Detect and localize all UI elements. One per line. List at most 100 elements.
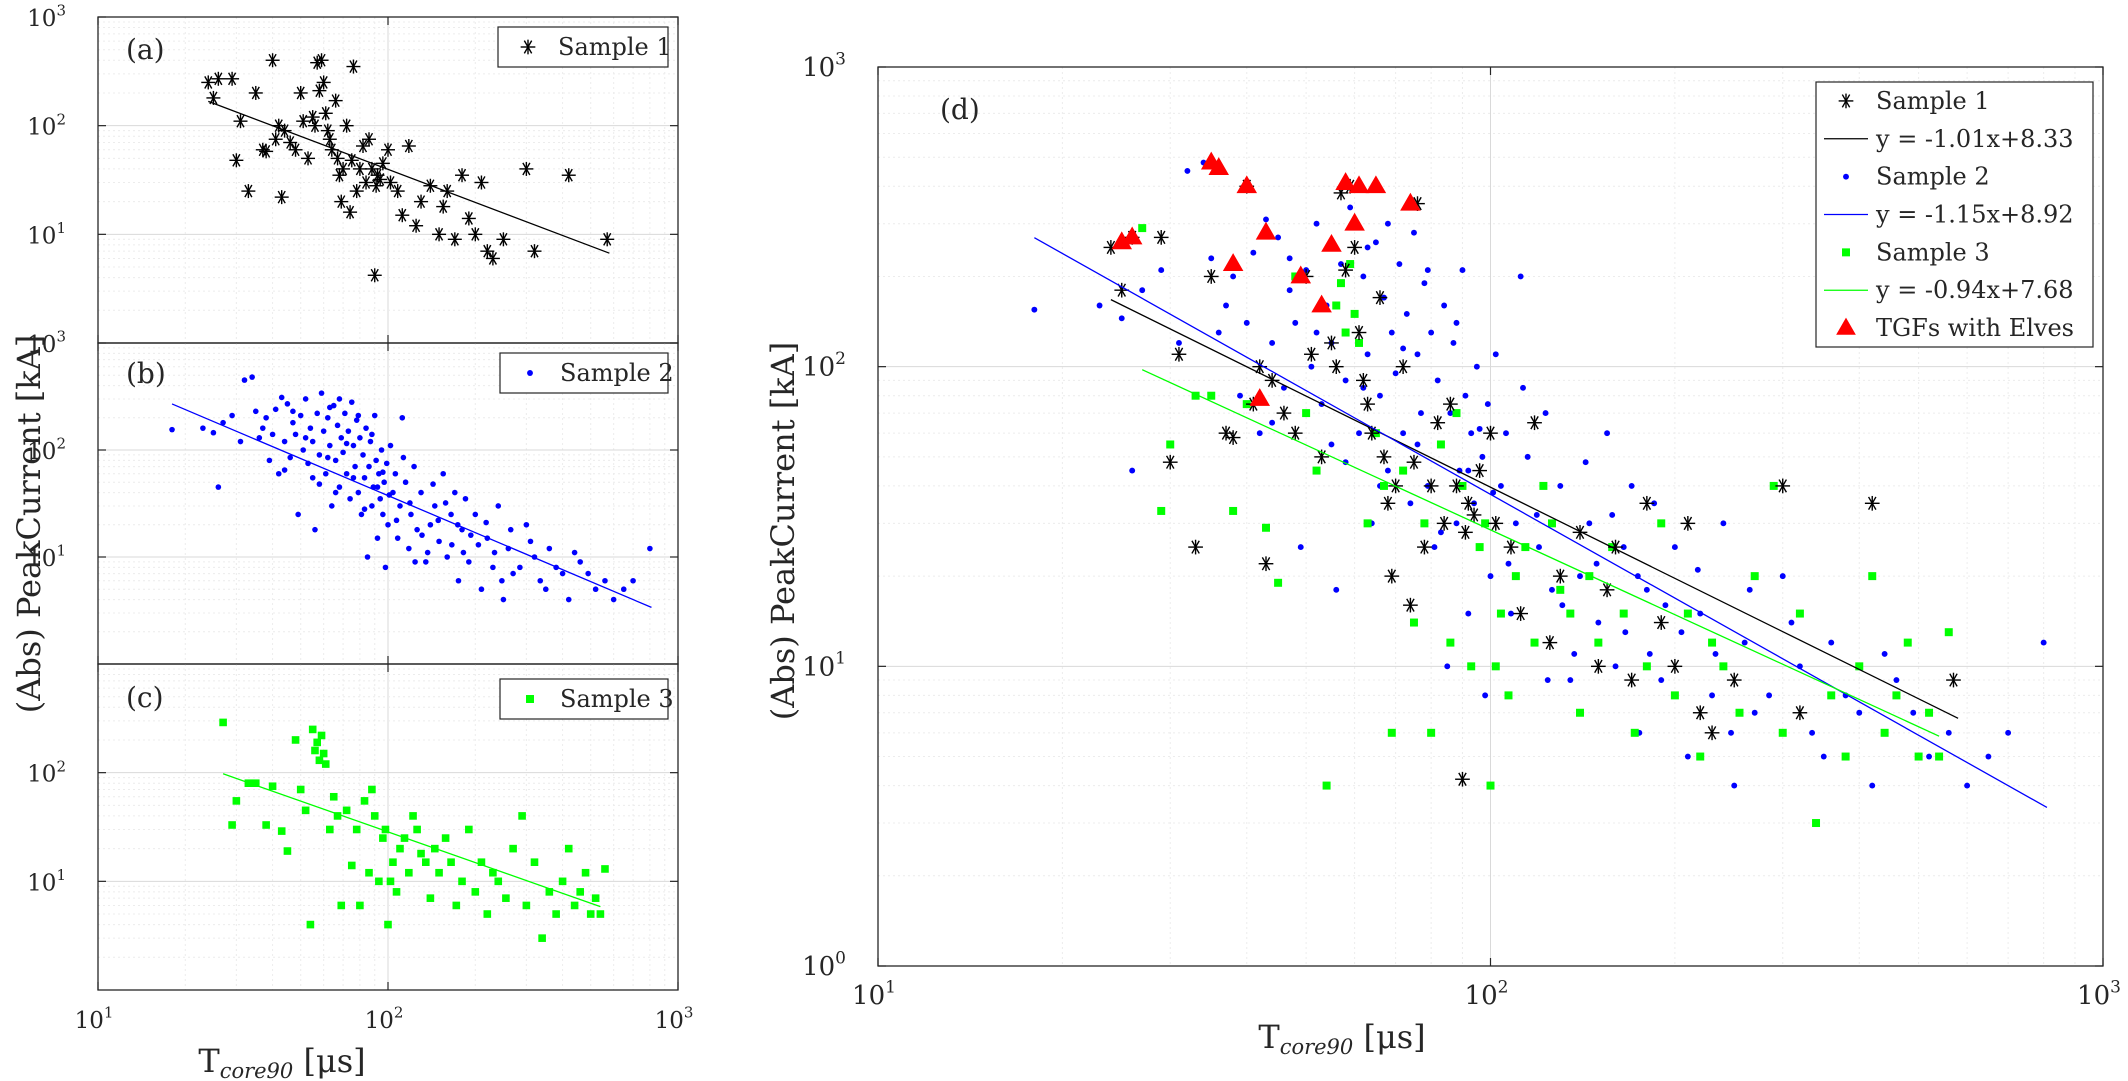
data-point bbox=[283, 135, 298, 150]
data-point bbox=[1657, 519, 1666, 528]
data-point bbox=[484, 535, 491, 541]
data-point bbox=[1735, 708, 1744, 717]
data-point bbox=[1447, 410, 1454, 417]
tick-base: 10 bbox=[27, 6, 56, 32]
tick-marks bbox=[97, 342, 679, 664]
data-point bbox=[1384, 220, 1391, 227]
data-point bbox=[1599, 582, 1615, 598]
tick-marks bbox=[877, 66, 2104, 967]
data-point bbox=[405, 868, 413, 877]
series-points bbox=[169, 374, 653, 603]
data-point bbox=[1427, 728, 1436, 737]
data-point bbox=[392, 470, 399, 477]
data-point bbox=[1335, 172, 1356, 190]
tick-exponent: 1 bbox=[104, 1004, 114, 1022]
data-point bbox=[1473, 363, 1480, 370]
data-point bbox=[397, 503, 403, 509]
data-point bbox=[266, 457, 273, 464]
data-point bbox=[292, 431, 299, 438]
data-point bbox=[1827, 691, 1836, 700]
data-point bbox=[248, 85, 263, 100]
data-point bbox=[499, 577, 505, 584]
data-point bbox=[1466, 507, 1482, 523]
data-point bbox=[389, 858, 397, 866]
panel-label: (c) bbox=[126, 681, 164, 714]
data-point bbox=[256, 435, 263, 441]
data-point bbox=[312, 526, 318, 533]
data-point bbox=[1944, 628, 1953, 637]
data-point bbox=[395, 208, 410, 223]
data-point bbox=[355, 412, 362, 419]
legend-marker bbox=[1842, 248, 1850, 257]
y-tick-label: 102 bbox=[27, 110, 66, 140]
data-point bbox=[1428, 329, 1435, 336]
data-point bbox=[1880, 728, 1889, 737]
data-point bbox=[343, 440, 350, 447]
data-point bbox=[474, 175, 489, 190]
data-point bbox=[206, 90, 221, 105]
data-point bbox=[1910, 709, 1917, 716]
data-point bbox=[369, 431, 375, 438]
data-point bbox=[229, 153, 244, 168]
data-point bbox=[610, 596, 617, 603]
data-point bbox=[1479, 453, 1486, 460]
data-point bbox=[431, 503, 438, 509]
legend-label: y = -1.01x+8.33 bbox=[1875, 125, 2074, 153]
tick-base: 10 bbox=[802, 952, 835, 982]
data-point bbox=[322, 470, 329, 477]
data-point bbox=[517, 564, 523, 571]
data-point bbox=[1855, 662, 1864, 671]
data-point bbox=[1604, 430, 1611, 437]
data-point bbox=[1512, 520, 1519, 527]
data-point bbox=[381, 142, 395, 157]
data-point bbox=[647, 545, 653, 552]
data-point bbox=[364, 161, 379, 176]
data-point bbox=[228, 821, 236, 829]
data-point bbox=[1157, 506, 1166, 515]
data-point bbox=[259, 425, 266, 431]
data-point bbox=[1530, 638, 1539, 647]
data-point bbox=[1121, 226, 1143, 245]
data-point bbox=[1350, 309, 1359, 318]
data-point bbox=[1446, 638, 1455, 647]
data-point bbox=[275, 470, 282, 477]
data-point bbox=[1903, 638, 1912, 647]
legend-marker bbox=[526, 695, 534, 703]
data-point bbox=[1594, 638, 1603, 647]
data-point bbox=[229, 412, 235, 419]
data-point bbox=[386, 877, 395, 886]
data-point bbox=[1388, 329, 1395, 336]
data-point bbox=[375, 156, 390, 171]
data-point bbox=[1434, 377, 1441, 384]
data-point bbox=[1881, 650, 1888, 657]
data-point bbox=[339, 118, 354, 133]
legend-label: Sample 3 bbox=[560, 685, 674, 713]
data-point bbox=[1230, 273, 1237, 280]
data-point bbox=[313, 738, 322, 747]
data-point bbox=[278, 394, 285, 401]
data-point bbox=[262, 821, 270, 829]
data-point bbox=[301, 151, 316, 166]
data-point bbox=[1304, 346, 1319, 362]
data-point bbox=[361, 506, 368, 512]
data-point bbox=[601, 865, 609, 873]
data-point bbox=[274, 190, 289, 205]
data-point bbox=[1269, 339, 1276, 346]
data-point bbox=[386, 492, 393, 498]
data-point bbox=[527, 244, 542, 259]
data-point bbox=[1549, 586, 1555, 593]
data-point bbox=[353, 417, 360, 423]
data-point bbox=[373, 172, 388, 187]
data-point bbox=[333, 812, 342, 820]
data-point bbox=[586, 910, 595, 918]
tick-base: 10 bbox=[802, 652, 835, 682]
legend-label: y = -1.15x+8.92 bbox=[1875, 201, 2074, 229]
data-point bbox=[1462, 392, 1469, 399]
data-point bbox=[1302, 409, 1311, 418]
data-point bbox=[241, 184, 256, 199]
data-point bbox=[1118, 315, 1125, 322]
data-point bbox=[1683, 609, 1692, 618]
data-point bbox=[1376, 449, 1392, 465]
data-point bbox=[417, 849, 425, 858]
data-point bbox=[449, 542, 455, 548]
